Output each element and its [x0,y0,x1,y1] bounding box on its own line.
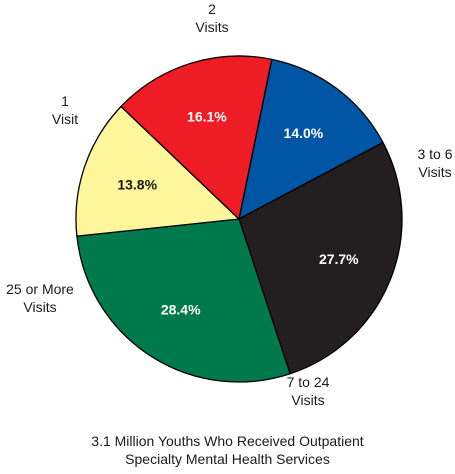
slice-category-label-1: 3 to 6 Visits [417,146,452,180]
slice-value-label-2: 28.4% [161,301,201,317]
caption-line-2: Specialty Mental Health Services [125,451,330,467]
slice-value-label-3: 13.8% [117,176,157,192]
slice-category-label-0: 2 Visits [195,1,228,35]
slice-value-label-0: 14.0% [284,125,324,141]
pie-slice-3 [75,105,240,237]
slice-category-label-4: 1 Visit [52,93,78,127]
pie-slice-0 [238,58,384,220]
slice-category-label-2: 7 to 24 Visits [287,374,330,408]
slice-value-label-1: 27.7% [319,251,359,267]
slice-value-label-4: 16.1% [187,108,227,124]
slice-category-label-3: 25 or More Visits [6,281,74,315]
pie-slice-1 [238,141,403,375]
chart-caption: 3.1 Million Youths Who Received Outpatie… [0,432,455,468]
caption-line-1: 3.1 Million Youths Who Received Outpatie… [91,433,364,449]
pie-slice-4 [120,55,273,220]
pie-slice-2 [76,218,291,383]
